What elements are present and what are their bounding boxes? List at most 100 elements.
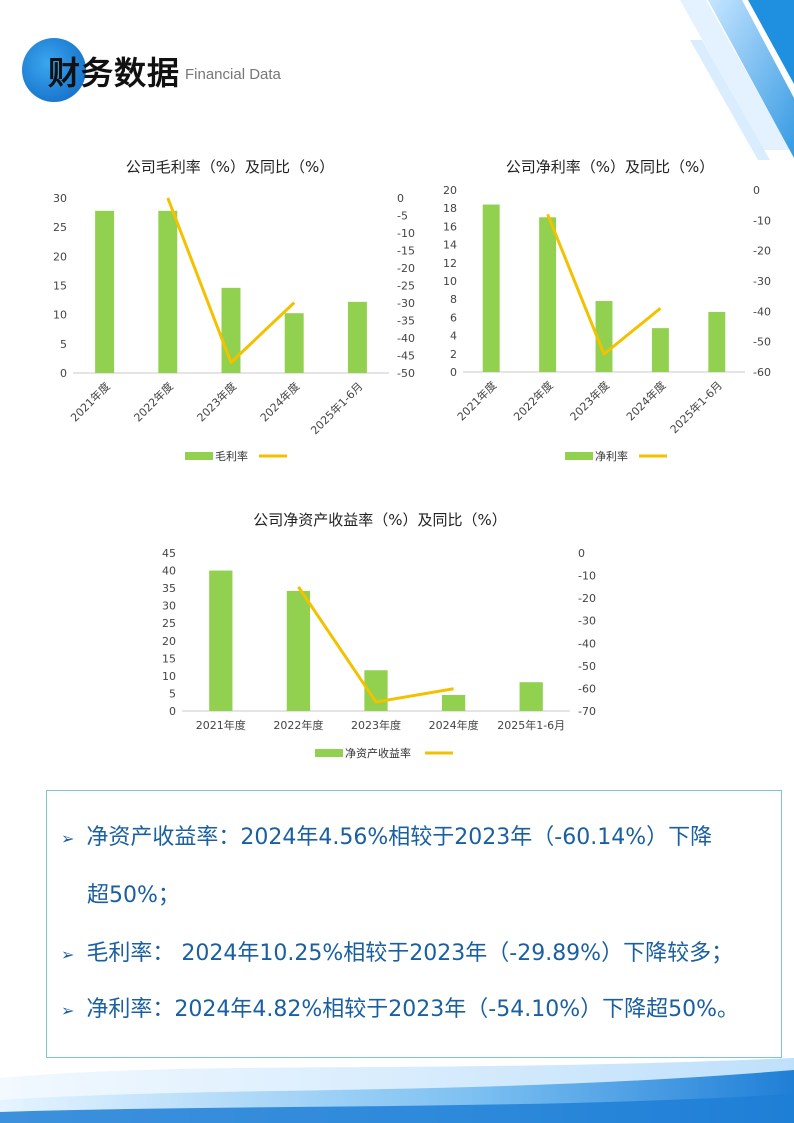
y2-tick-label: -35 — [397, 315, 415, 328]
bar-3 — [284, 313, 304, 373]
page-title: 财务数据 — [48, 54, 181, 92]
y2-tick-label: -30 — [397, 297, 415, 310]
y2-tick-label: -10 — [578, 570, 596, 583]
y-tick-label: 35 — [162, 582, 176, 595]
bar-4 — [708, 311, 726, 372]
y-tick-label: 10 — [53, 309, 67, 322]
arrow-bullet-icon: ➢ — [61, 945, 75, 964]
chart-title: 公司毛利率（%）及同比（%） — [126, 158, 335, 176]
net-margin-chart: 公司净利率（%）及同比（%） 0 2 4 6 8 10 12 14 16 18 20 0 -10 -20 -3… — [443, 158, 771, 463]
y2-tick-label: 0 — [753, 184, 760, 197]
y2-tick-label: -60 — [578, 682, 596, 695]
x-tick-label: 2024年度 — [429, 718, 479, 732]
y-tick-label: 4 — [450, 330, 457, 343]
bar-0 — [95, 210, 115, 373]
y-tick-label: 20 — [53, 250, 67, 263]
y2-tick-label: -10 — [397, 227, 415, 240]
y2-tick-label: -40 — [753, 305, 771, 318]
y-tick-label: 10 — [162, 670, 176, 683]
y-tick-label: 0 — [60, 367, 67, 380]
x-tick-label: 2022年度 — [273, 718, 323, 732]
y-tick-label: 15 — [53, 280, 67, 293]
x-tick-label: 2021年度 — [196, 718, 246, 732]
bar-1 — [158, 210, 178, 373]
summary-item-text: 净资产收益率：2024年4.56%相较于2023年（-60.14%）下降 — [86, 825, 713, 850]
header-circle-decoration — [22, 38, 86, 102]
y2-tick-label: -60 — [753, 366, 771, 379]
y2-tick-label: -50 — [753, 336, 771, 349]
chart-title: 公司净资产收益率（%）及同比（%） — [253, 511, 507, 529]
y2-tick-label: -30 — [753, 275, 771, 288]
y-tick-label: 5 — [169, 687, 176, 700]
x-tick-label: 2025年1-6月 — [308, 379, 366, 437]
x-tick-label: 2025年1-6月 — [497, 718, 565, 732]
roe-chart: 公司净资产收益率（%）及同比（%） 0 5 10 15 20 25 30 35 40 45 0 -10 -… — [162, 511, 596, 760]
legend-bar-swatch — [565, 452, 593, 460]
legend-bar-label: 毛利率 — [215, 449, 248, 463]
x-tick-label: 2024年度 — [257, 379, 302, 424]
legend-bar-label: 净利率 — [595, 449, 628, 463]
summary-item-roe: ➢ 净资产收益率：2024年4.56%相较于2023年（-60.14%）下降 — [61, 819, 712, 851]
x-tick-label: 2022年度 — [131, 379, 176, 424]
y-tick-label: 0 — [450, 366, 457, 379]
legend-bar-label: 净资产收益率 — [345, 746, 411, 760]
summary-box: ➢ 净资产收益率：2024年4.56%相较于2023年（-60.14%）下降 超5… — [46, 790, 782, 1058]
y-tick-label: 15 — [162, 652, 176, 665]
bar-0 — [209, 570, 233, 711]
yoy-line — [297, 586, 454, 704]
y2-tick-label: 0 — [578, 547, 585, 560]
x-tick-label: 2021年度 — [67, 379, 112, 424]
summary-item-roe-continued: 超50%； — [87, 883, 180, 908]
bar-4 — [347, 301, 367, 373]
y-tick-label: 2 — [450, 348, 457, 361]
summary-item-text: 净利率：2024年4.82%相较于2023年（-54.10%）下降超50%。 — [86, 997, 739, 1022]
y2-tick-label: -20 — [753, 245, 771, 258]
x-tick-label: 2024年度 — [623, 378, 668, 423]
y2-tick-label: -30 — [578, 615, 596, 628]
y2-tick-label: -15 — [397, 245, 415, 258]
summary-item-text: 毛利率： 2024年10.25%相较于2023年（-29.89%）下降较多； — [86, 941, 734, 966]
y-tick-label: 40 — [162, 565, 176, 578]
legend-bar-swatch — [185, 452, 213, 460]
y-tick-label: 20 — [443, 184, 457, 197]
x-tick-label: 2023年度 — [567, 378, 612, 423]
y-tick-label: 30 — [53, 192, 67, 205]
y2-tick-label: -40 — [397, 332, 415, 345]
y-tick-label: 25 — [53, 221, 67, 234]
yoy-line — [546, 213, 662, 356]
y-tick-label: 0 — [169, 705, 176, 718]
chart-title: 公司净利率（%）及同比（%） — [506, 158, 715, 176]
bar-4 — [519, 682, 543, 711]
bar-3 — [441, 694, 466, 711]
bar-0 — [482, 204, 500, 372]
y-tick-label: 12 — [443, 257, 457, 270]
bar-3 — [651, 328, 669, 372]
x-tick-label: 2023年度 — [194, 379, 239, 424]
y2-tick-label: -45 — [397, 350, 415, 363]
yoy-line — [166, 197, 296, 364]
y-tick-label: 30 — [162, 600, 176, 613]
y2-tick-label: -5 — [397, 210, 408, 223]
y-tick-label: 45 — [162, 547, 176, 560]
y-tick-label: 8 — [450, 293, 457, 306]
y2-tick-label: -50 — [397, 367, 415, 380]
y-tick-label: 18 — [443, 202, 457, 215]
summary-item-gross-margin: ➢ 毛利率： 2024年10.25%相较于2023年（-29.89%）下降较多； — [61, 935, 733, 967]
bar-1 — [539, 217, 557, 372]
arrow-bullet-icon: ➢ — [61, 1001, 75, 1020]
y-tick-label: 6 — [450, 311, 457, 324]
y2-tick-label: -10 — [753, 214, 771, 227]
y-tick-label: 10 — [443, 275, 457, 288]
y-tick-label: 5 — [60, 338, 67, 351]
y-tick-label: 16 — [443, 220, 457, 233]
y-tick-label: 25 — [162, 617, 176, 630]
x-tick-label: 2025年1-6月 — [667, 378, 725, 436]
x-tick-label: 2023年度 — [351, 718, 401, 732]
x-tick-label: 2022年度 — [510, 378, 555, 423]
page-subtitle: Financial Data — [185, 66, 281, 83]
summary-item-net-margin: ➢ 净利率：2024年4.82%相较于2023年（-54.10%）下降超50%。 — [61, 991, 739, 1023]
legend-bar-swatch — [315, 749, 343, 757]
y2-tick-label: -20 — [578, 592, 596, 605]
y2-tick-label: -70 — [578, 705, 596, 718]
y-tick-label: 14 — [443, 239, 457, 252]
